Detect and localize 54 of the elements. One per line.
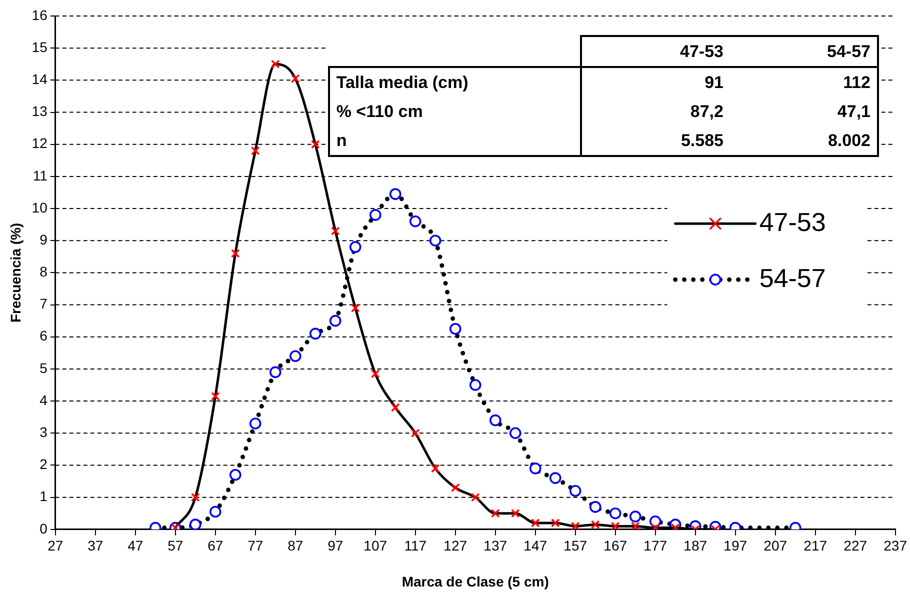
annotation: 54-57 (729, 36, 878, 68)
annotation: n (329, 126, 582, 156)
x-tick-label: 237 (884, 538, 908, 554)
x-tick-label: 57 (168, 538, 184, 554)
y-tick-label: 0 (40, 520, 48, 536)
x-tick-label: 87 (288, 538, 304, 554)
y-tick-label: 10 (32, 199, 48, 216)
y-tick-label: 9 (40, 231, 48, 248)
x-tick-label: 37 (88, 538, 104, 554)
x-tick-label: 197 (724, 538, 748, 554)
annotation: 5.585 (581, 126, 730, 156)
y-tick-label: 4 (40, 392, 48, 408)
y-tick-label: 8 (40, 264, 48, 280)
annotation: 87,2 (689, 100, 724, 123)
x-tick-label: 47 (128, 538, 144, 554)
x-tick-label: 117 (404, 538, 427, 554)
x-tick-label: 207 (764, 538, 788, 554)
y-tick-label: 12 (32, 135, 48, 152)
y-tick-label: 11 (32, 167, 48, 184)
y-tick-label: 6 (40, 328, 48, 344)
x-tick-label: 177 (644, 538, 668, 554)
x-tick-label: 227 (844, 538, 868, 554)
x-tick-label: 147 (524, 538, 548, 554)
x-axis-title: Marca de Clase (5 cm) (402, 573, 549, 590)
annotation: 8.002 (729, 126, 878, 156)
y-tick-label: 14 (32, 71, 48, 88)
x-tick-label: 27 (48, 538, 64, 554)
x-tick-label: 217 (804, 538, 828, 554)
y-tick-label: 1 (40, 488, 48, 504)
annotation: 112 (729, 67, 878, 98)
annotation: % <110 cm (329, 97, 582, 126)
y-tick-label: 13 (32, 103, 48, 120)
y-tick-label: 5 (40, 360, 48, 376)
x-tick-label: 157 (564, 538, 588, 554)
x-tick-label: 187 (684, 538, 708, 554)
y-tick-label: 3 (40, 424, 48, 440)
y-tick-label: 15 (32, 38, 48, 55)
x-tick-label: 67 (208, 538, 224, 554)
x-tick-label: 127 (444, 538, 468, 554)
x-tick-label: 107 (364, 538, 388, 554)
annotation: 47-53 (581, 36, 730, 68)
x-tick-label: 167 (604, 538, 628, 554)
y-tick-label: 7 (40, 296, 48, 312)
x-tick-label: 97 (328, 538, 344, 554)
x-tick-label: 137 (484, 538, 508, 554)
annotation: 91 (581, 67, 730, 98)
legend-label: 54-57 (759, 262, 826, 293)
x-tick-label: 77 (248, 538, 264, 554)
annotation: Talla media (cm) (329, 67, 582, 98)
legend-label: 47-53 (759, 206, 826, 237)
y-tick-label: 16 (32, 6, 48, 23)
y-axis-title: Frecuencia (%) (7, 222, 24, 322)
y-tick-label: 2 (40, 456, 48, 472)
annotation: 47,1 (729, 97, 878, 126)
